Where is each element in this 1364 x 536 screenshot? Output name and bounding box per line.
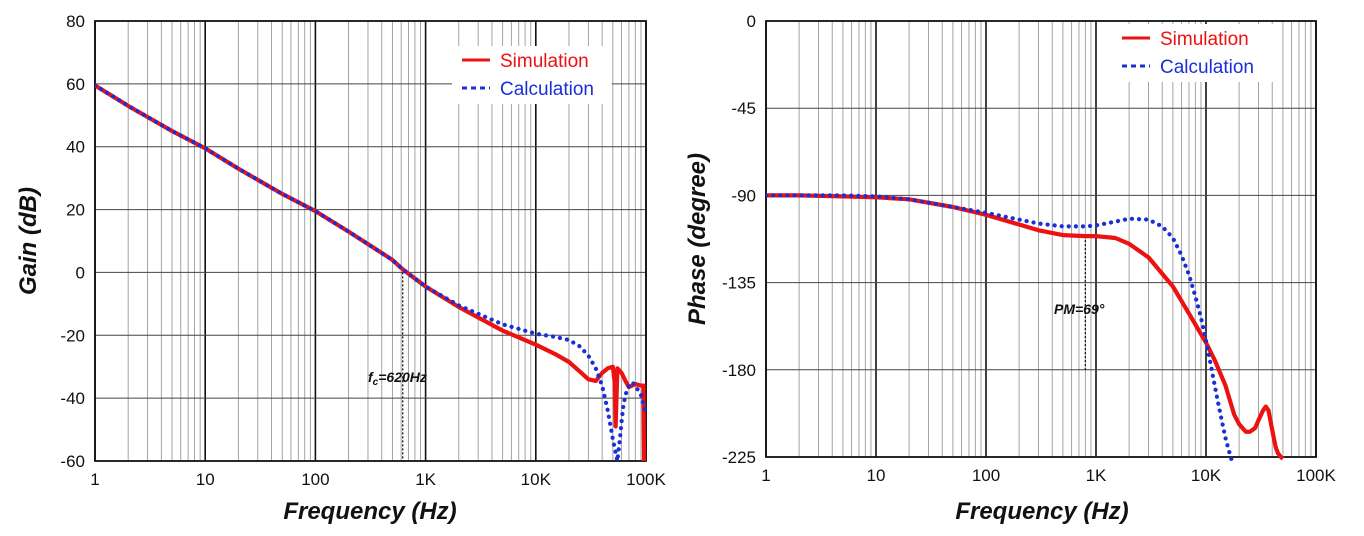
y-tick-label: -40 xyxy=(60,389,85,408)
plot-frame xyxy=(765,20,1317,458)
grid xyxy=(765,20,1317,458)
series-line-calculation xyxy=(766,193,1234,461)
chart-2: 0 -45 -90 -135 -180 -225 1 10 100 1K 10K 100K Freque… xyxy=(684,12,1337,525)
y-tick-label: -90 xyxy=(731,186,756,205)
x-tick-label: 1 xyxy=(90,470,99,489)
legend-label-simulation: Simulation xyxy=(1160,29,1249,50)
y-tick-label: -135 xyxy=(722,274,756,293)
series-line-calculation xyxy=(95,83,648,464)
x-tick-label: 1 xyxy=(761,466,770,485)
y-tick-label: 80 xyxy=(66,12,85,31)
x-axis-title: Frequency (Hz) xyxy=(955,498,1128,525)
y-tick-label: 20 xyxy=(66,201,85,220)
x-tick-label: 1K xyxy=(415,470,436,489)
legend-label-simulation: Simulation xyxy=(500,51,589,72)
annotation-label: fc=620Hz xyxy=(368,369,427,388)
y-axis-title: Gain (dB) xyxy=(15,187,42,295)
y-tick-label: 0 xyxy=(747,12,756,31)
plot-frame xyxy=(94,20,647,462)
legend: Simulation Calculation xyxy=(452,46,612,104)
x-tick-label: 100 xyxy=(972,466,1000,485)
y-tick-label: -20 xyxy=(60,326,85,345)
y-axis-title: Phase (degree) xyxy=(684,153,711,325)
x-tick-label: 100 xyxy=(301,470,329,489)
legend-background xyxy=(1112,24,1277,82)
legend: Simulation Calculation xyxy=(1112,24,1277,82)
y-tick-label: 60 xyxy=(66,75,85,94)
series-line-simulation xyxy=(95,83,647,462)
legend-background xyxy=(452,46,612,104)
x-tick-label: 10 xyxy=(196,470,215,489)
y-tick-label: 0 xyxy=(76,263,85,282)
x-tick-label: 1K xyxy=(1086,466,1107,485)
x-tick-label: 100K xyxy=(1296,466,1336,485)
y-tick-label: 40 xyxy=(66,138,85,157)
x-tick-label: 10 xyxy=(867,466,886,485)
legend-label-calculation: Calculation xyxy=(1160,57,1254,78)
x-tick-label: 100K xyxy=(626,470,666,489)
legend-label-calculation: Calculation xyxy=(500,79,594,100)
y-tick-label: -60 xyxy=(60,452,85,471)
y-tick-label: -180 xyxy=(722,361,756,380)
annotation-label: PM=69° xyxy=(1054,301,1105,317)
x-axis-title: Frequency (Hz) xyxy=(283,498,456,525)
chart-1: 80 60 40 20 0 -20 -40 -60 1 10 100 1K 10K 100K Frequen… xyxy=(15,12,667,525)
x-tick-label: 10K xyxy=(521,470,552,489)
y-tick-label: -225 xyxy=(722,448,756,467)
y-tick-label: -45 xyxy=(731,99,756,118)
x-tick-label: 10K xyxy=(1191,466,1222,485)
